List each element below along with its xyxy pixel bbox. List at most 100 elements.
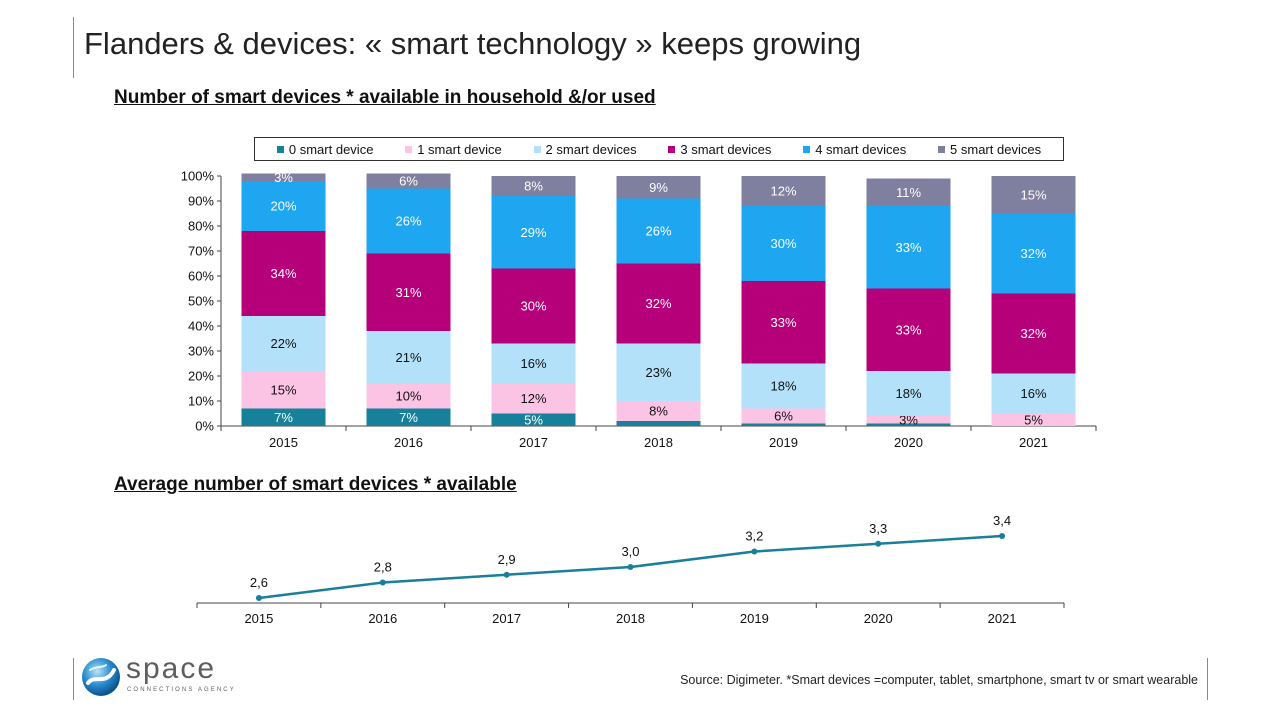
- bar-data-label: 33%: [770, 315, 796, 330]
- bar-segment: [866, 178, 951, 206]
- y-tick-label: 20%: [188, 369, 214, 384]
- logo-tagline: CONNECTIONS AGENCY: [127, 687, 236, 693]
- bar-segment: [241, 316, 326, 371]
- globe-swirl-icon: [82, 658, 120, 696]
- title-accent-line: [73, 17, 74, 78]
- legend-label: 0 smart device: [288, 141, 374, 157]
- bar-segment: [741, 176, 826, 206]
- y-tick-label: 0%: [195, 419, 214, 434]
- bar-segment: [616, 343, 701, 401]
- bar-segment: [491, 176, 576, 196]
- bar-data-label: 22%: [270, 336, 296, 351]
- bar-chart-title: Number of smart devices * available in h…: [114, 87, 656, 108]
- x-tick-label: 2016: [394, 435, 423, 450]
- bar-data-label: 11%: [896, 185, 921, 200]
- bar-segment: [366, 253, 451, 331]
- bar-segment: [866, 206, 951, 289]
- bar-segment: [241, 181, 326, 231]
- bar-data-label: 23%: [645, 365, 671, 380]
- bar-segment: [741, 423, 826, 426]
- bar-data-label: 16%: [520, 356, 546, 371]
- bar-segment: [366, 173, 451, 189]
- y-tick-label: 60%: [188, 269, 214, 284]
- bar-segment: [991, 373, 1076, 414]
- bar-segment: [741, 363, 826, 409]
- y-tick-label: 80%: [188, 219, 214, 234]
- bar-data-label: 3%: [274, 170, 293, 185]
- legend-item: 5 smart devices: [938, 142, 1041, 157]
- legend-swatch: [803, 145, 811, 153]
- bar-data-label: 5%: [1024, 412, 1043, 427]
- bar-data-label: 34%: [270, 266, 296, 281]
- source-accent-line: [1207, 658, 1208, 700]
- logo-wordmark: space: [126, 652, 217, 685]
- bar-segment: [991, 413, 1076, 426]
- bar-data-label: 32%: [1020, 326, 1046, 341]
- y-tick-label: 100%: [181, 169, 215, 184]
- y-tick-label: 30%: [188, 344, 214, 359]
- bar-data-label: 29%: [520, 225, 546, 240]
- bar-segment: [491, 268, 576, 344]
- legend-label: 2 smart devices: [545, 141, 637, 157]
- bar-data-label: 21%: [395, 350, 421, 365]
- bar-data-label: 12%: [770, 184, 796, 199]
- x-tick-label: 2021: [1019, 435, 1048, 450]
- legend-item: 2 smart devices: [533, 141, 637, 157]
- bar-data-label: 8%: [524, 179, 543, 194]
- legend-swatch: [668, 145, 676, 153]
- bar-data-label: 7%: [399, 410, 418, 425]
- source-note: Source: Digimeter. *Smart devices =compu…: [680, 673, 1198, 687]
- bar-data-label: 15%: [1020, 187, 1046, 202]
- page-title: Flanders & devices: « smart technology »…: [84, 26, 862, 61]
- legend-swatch: [533, 145, 541, 153]
- logo-accent-line: [73, 658, 74, 700]
- bar-segment: [616, 176, 701, 199]
- line-chart-title: Average number of smart devices * availa…: [114, 474, 517, 495]
- bar-segment: [491, 383, 576, 414]
- bar-data-label: 9%: [649, 180, 668, 195]
- bar-data-label: 7%: [274, 410, 293, 425]
- bar-data-label: 6%: [399, 174, 418, 189]
- bar-segment: [491, 343, 576, 384]
- bar-segment: [241, 371, 326, 409]
- space-logo: space CONNECTIONS AGENCY: [80, 652, 240, 702]
- x-tick-label: 2018: [644, 435, 673, 450]
- bar-segment: [241, 173, 326, 181]
- bar-segment: [866, 423, 951, 426]
- bar-data-label: 32%: [1020, 246, 1046, 261]
- legend-item: 3 smart devices: [668, 142, 771, 157]
- bar-data-label: 26%: [395, 214, 421, 229]
- y-tick-label: 10%: [188, 394, 214, 409]
- bar-segment: [366, 408, 451, 426]
- legend-label: 4 smart devices: [815, 141, 907, 157]
- bar-segment: [866, 416, 951, 424]
- bar-segment: [616, 401, 701, 421]
- bar-data-label: 5%: [524, 412, 543, 427]
- bar-segment: [491, 196, 576, 269]
- bar-segment: [366, 331, 451, 384]
- bar-segment: [616, 421, 701, 426]
- bar-segment: [741, 206, 826, 281]
- legend-item: 1 smart device: [405, 142, 502, 157]
- legend-label: 1 smart device: [417, 141, 502, 157]
- x-tick-label: 2019: [769, 435, 798, 450]
- bar-segment: [366, 383, 451, 409]
- y-tick-label: 50%: [188, 294, 214, 309]
- bar-segment: [991, 213, 1076, 294]
- bar-segment: [991, 176, 1076, 214]
- bar-segment: [741, 281, 826, 364]
- bar-segment: [991, 293, 1076, 374]
- bar-segment: [866, 288, 951, 371]
- legend-item: 4 smart devices: [803, 142, 906, 157]
- bar-segment: [741, 408, 826, 424]
- bar-segment: [241, 231, 326, 316]
- bar-segment: [366, 188, 451, 254]
- legend-swatch: [276, 145, 284, 153]
- bar-data-label: 18%: [895, 386, 921, 401]
- bar-segment: [616, 198, 701, 264]
- bar-data-label: 26%: [645, 224, 671, 239]
- legend-label: 3 smart devices: [680, 141, 772, 157]
- legend-item: 0 smart device: [276, 141, 374, 157]
- bar-data-label: 30%: [770, 236, 796, 251]
